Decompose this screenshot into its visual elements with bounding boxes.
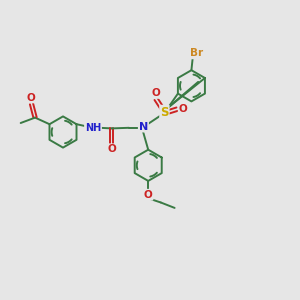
Text: O: O bbox=[107, 144, 116, 154]
Text: N: N bbox=[139, 122, 148, 132]
Text: O: O bbox=[178, 103, 188, 114]
Text: NH: NH bbox=[85, 123, 101, 133]
Text: O: O bbox=[151, 88, 160, 98]
Text: S: S bbox=[160, 106, 169, 119]
Text: O: O bbox=[144, 190, 153, 200]
Text: Br: Br bbox=[190, 48, 203, 59]
Text: O: O bbox=[26, 92, 35, 103]
